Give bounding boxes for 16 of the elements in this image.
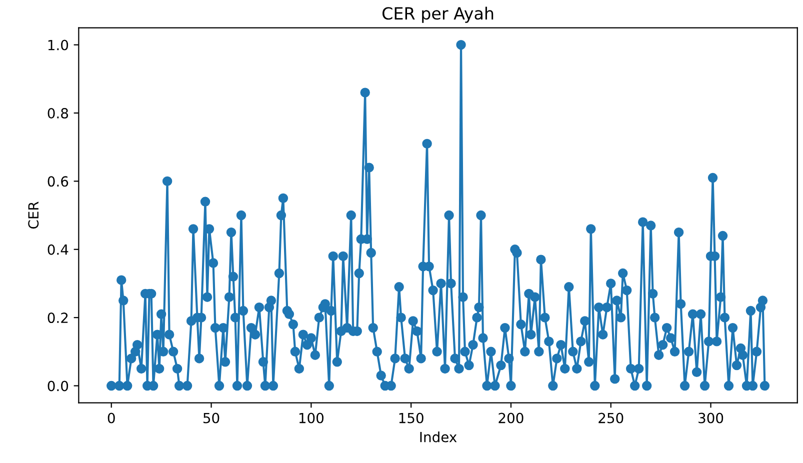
x-tick-label: 200 — [498, 412, 524, 424]
x-tick-label: 100 — [299, 412, 324, 424]
x-tick-label: 250 — [598, 412, 624, 424]
y-tick-label: 0.4 — [48, 244, 68, 255]
x-tick-label: 150 — [399, 412, 424, 424]
y-tick-label: 1.0 — [48, 40, 68, 50]
chart-title: CER per Ayah — [382, 6, 494, 23]
y-tick-label: 0.6 — [48, 176, 68, 187]
y-tick-label: 0.8 — [48, 108, 68, 118]
x-tick-label: 0 — [108, 412, 115, 424]
y-tick-label: 0.0 — [48, 380, 68, 392]
x-tick-label: 300 — [698, 412, 724, 424]
x-tick-label: 50 — [203, 412, 220, 424]
x-axis-title: Index — [420, 432, 457, 442]
y-tick-label: 0.2 — [48, 312, 68, 324]
y-axis-title: CER — [28, 202, 39, 229]
